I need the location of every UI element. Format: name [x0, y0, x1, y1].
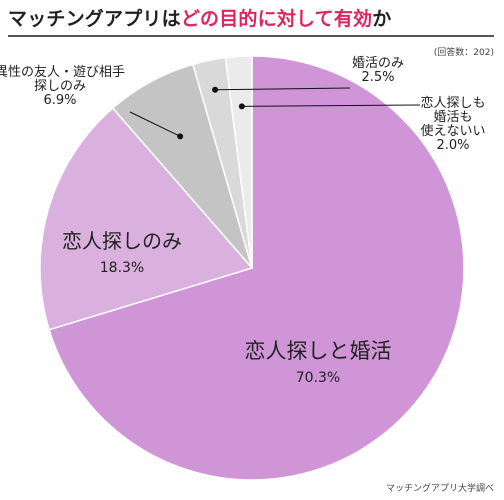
pie-slice	[39, 107, 254, 331]
slice-label: 恋人探しも	[420, 95, 485, 111]
leader-line	[241, 104, 421, 107]
slice-label: 恋人探しのみ	[62, 229, 182, 253]
leader-line	[129, 111, 181, 137]
leader-line	[215, 87, 351, 91]
source-note: マッチングアプリ大学調べ	[385, 484, 494, 494]
slice-label: 恋人探しと婚活	[245, 339, 392, 363]
slice-value-label: 2.5%	[361, 70, 394, 85]
leader-lines	[129, 86, 421, 140]
slice-label: 異性の友人・遊び相手	[0, 64, 125, 80]
slice-label: 婚活も	[433, 110, 472, 125]
slice-value-label: 18.3%	[100, 260, 144, 276]
slice-value-label: 6.9%	[43, 93, 76, 108]
slice-label: 婚活のみ	[352, 56, 404, 71]
sample-size-note: (回答数：202)	[433, 48, 494, 58]
slice-label: 探しのみ	[34, 79, 86, 94]
page-title: マッチングアプリはどの目的に対して有効か	[8, 8, 392, 30]
slice-value-label: 2.0%	[436, 138, 469, 153]
pie-slice	[48, 55, 465, 481]
slice-value-label: 70.3%	[296, 370, 340, 386]
title-divider	[8, 35, 494, 37]
pie-slice	[224, 55, 253, 269]
slice-label: 使えないい	[420, 123, 485, 139]
slice-labels: 恋人探しと婚活 70.3% 恋人探しのみ 18.3% 異性の友人・遊び相手探しのみ6.9…	[0, 56, 486, 386]
pie-slices	[39, 55, 465, 481]
